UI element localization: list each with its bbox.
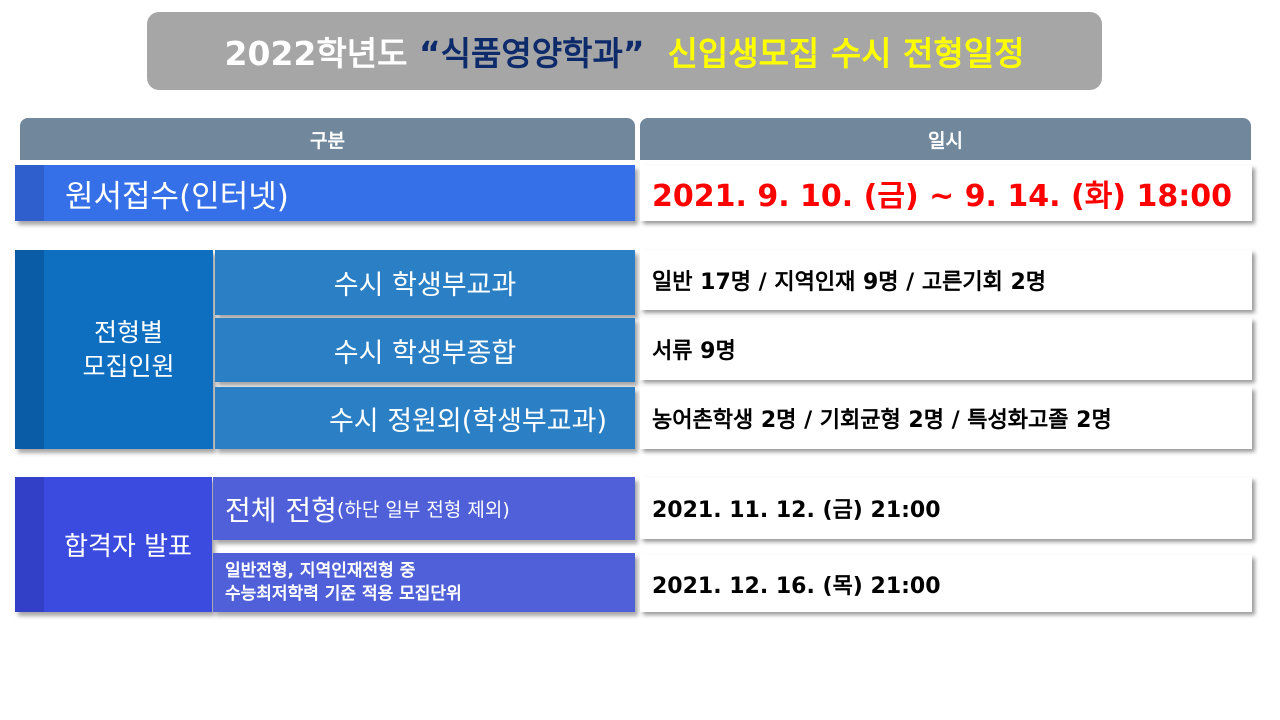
- quota-row-label: 수시 정원외(학생부교과): [215, 387, 635, 449]
- announcement-row1-note: (하단 일부 전형 제외): [336, 499, 510, 521]
- announcement-label-text: 합격자 발표: [64, 532, 192, 562]
- quota-row-value: 일반 17명 / 지역인재 9명 / 고른기회 2명: [640, 250, 1252, 310]
- title-year: 2022학년도: [224, 34, 419, 73]
- quota-row-label: 수시 학생부종합: [215, 318, 635, 382]
- quota-label: 전형별 모집인원: [15, 250, 213, 449]
- announcement-row1-main: 전체 전형: [225, 493, 337, 527]
- application-label-text: 원서접수(인터넷): [65, 178, 289, 215]
- application-label: 원서접수(인터넷): [15, 165, 635, 221]
- announcement-row1-date: 2021. 11. 12. (금) 21:00: [640, 477, 1252, 539]
- announcement-label: 합격자 발표: [15, 477, 212, 612]
- header-category: 구분: [20, 118, 635, 160]
- quota-label-line1: 전형별: [93, 317, 163, 347]
- announcement-row2-date: 2021. 12. 16. (목) 21:00: [640, 555, 1252, 612]
- header-datetime: 일시: [640, 118, 1251, 160]
- quota-label-line2: 모집인원: [82, 351, 175, 381]
- announcement-row2-line2: 수능최저학력 기준 적용 모집단위: [225, 583, 462, 604]
- quota-row-value: 농어촌학생 2명 / 기회균형 2명 / 특성화고졸 2명: [640, 387, 1252, 449]
- page-title: 2022학년도 “식품영양학과” 신입생모집 수시 전형일정: [147, 12, 1102, 90]
- announcement-row2-line1: 일반전형, 지역인재전형 중: [225, 560, 416, 581]
- application-date: 2021. 9. 10. (금) ~ 9. 14. (화) 18:00: [640, 165, 1252, 221]
- quota-row-label: 수시 학생부교과: [215, 250, 635, 315]
- title-dept: “식품영양학과”: [418, 34, 645, 73]
- quota-row-value: 서류 9명: [640, 318, 1252, 380]
- announcement-row1-label: 전체 전형 (하단 일부 전형 제외): [213, 477, 635, 540]
- title-schedule: 신입생모집 수시 전형일정: [644, 34, 1025, 73]
- announcement-row2-label: 일반전형, 지역인재전형 중 수능최저학력 기준 적용 모집단위: [213, 553, 635, 612]
